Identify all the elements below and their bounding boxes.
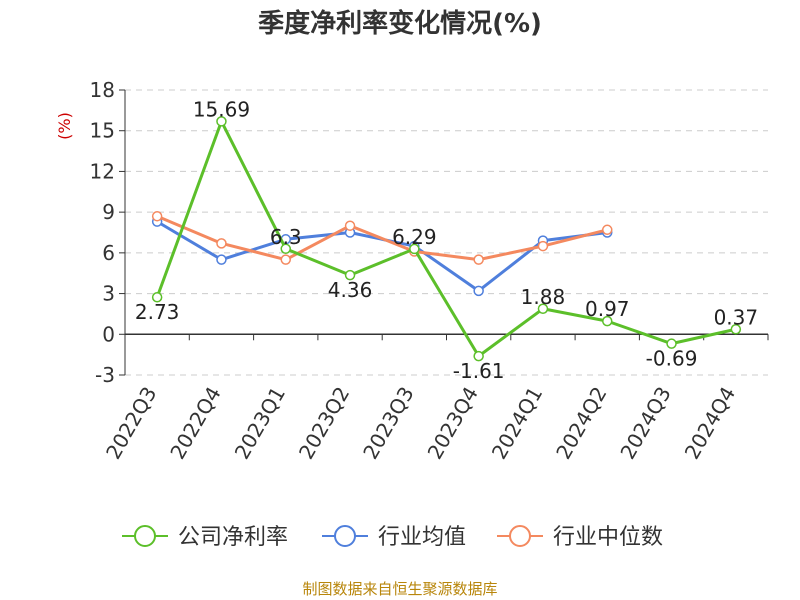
series-point: [216, 238, 227, 249]
x-tick-label: 2023Q2: [294, 383, 354, 464]
data-label: 15.69: [193, 97, 250, 121]
legend-label: 行业中位数: [553, 525, 663, 550]
legend-swatch-marker: [509, 525, 531, 547]
x-tick-label: 2024Q4: [680, 383, 740, 464]
series-point: [151, 291, 163, 303]
legend-label: 公司净利率: [178, 525, 288, 550]
data-labels: 2.73 15.69 6.3 4.36 6.29 -1.61 1.88 0.97 -0.69 0.…: [135, 97, 758, 383]
series-point: [216, 254, 227, 265]
x-tick-label: 2024Q3: [615, 383, 675, 464]
legend-label: 行业均值: [378, 525, 466, 550]
series-point: [602, 224, 613, 236]
data-label: 2.73: [135, 300, 180, 324]
data-label: -0.69: [646, 347, 698, 371]
series-point: [730, 324, 742, 335]
series-point: [666, 338, 677, 349]
series-point: [473, 285, 484, 297]
y-tick-label: 18: [90, 78, 115, 102]
y-tick-label: 12: [90, 159, 115, 183]
data-label: -1.61: [453, 359, 505, 383]
series-layer: [151, 116, 742, 362]
data-label: 6.29: [392, 225, 437, 249]
source-note: 制图数据来自恒生聚源数据库: [302, 580, 497, 598]
y-tick-label: 0: [102, 322, 115, 346]
series-point: [280, 254, 291, 265]
legend-item: 行业均值: [322, 525, 466, 550]
data-label: 4.36: [328, 278, 373, 302]
data-label: 1.88: [521, 285, 566, 309]
y-tick-label: 15: [90, 119, 115, 143]
series-point: [344, 269, 356, 281]
x-tick-label: 2022Q3: [101, 383, 161, 464]
legend-swatch-marker: [334, 525, 356, 547]
grid-lines: [125, 89, 768, 376]
series-point: [151, 210, 163, 222]
series-point: [602, 315, 613, 327]
series-point: [344, 220, 356, 231]
x-tick-label: 2023Q1: [230, 383, 290, 464]
legend-swatch-marker: [134, 525, 156, 547]
y-tick-label: 9: [102, 200, 115, 224]
y-tick-label: -3: [95, 363, 115, 387]
x-tick-label: 2022Q4: [165, 383, 225, 464]
x-tick-label: 2023Q4: [423, 383, 483, 464]
x-tick-label: 2024Q1: [487, 383, 547, 464]
series-line: [155, 119, 737, 358]
x-tick-label: 2023Q3: [358, 383, 418, 464]
data-label: 0.97: [585, 297, 630, 321]
legend: 公司净利率 行业均值 行业中位数: [122, 525, 663, 550]
series-point: [537, 240, 549, 252]
series-point: [473, 254, 484, 265]
series-line: [156, 214, 608, 262]
y-tick-label: 6: [102, 241, 115, 265]
legend-item: 行业中位数: [497, 525, 663, 550]
legend-item: 公司净利率: [122, 525, 288, 550]
y-tick-label: 3: [102, 282, 115, 306]
series-point: [473, 350, 484, 362]
series-point: [409, 243, 420, 255]
data-label: 0.37: [714, 305, 759, 329]
series-point: [216, 116, 227, 127]
data-label: 6.3: [270, 225, 302, 249]
series-point: [537, 303, 549, 315]
y-axis-unit: (%): [55, 112, 74, 140]
series-point: [280, 243, 291, 255]
x-tick-label: 2024Q2: [551, 383, 611, 464]
chart-title: 季度净利率变化情况(%): [258, 8, 542, 39]
